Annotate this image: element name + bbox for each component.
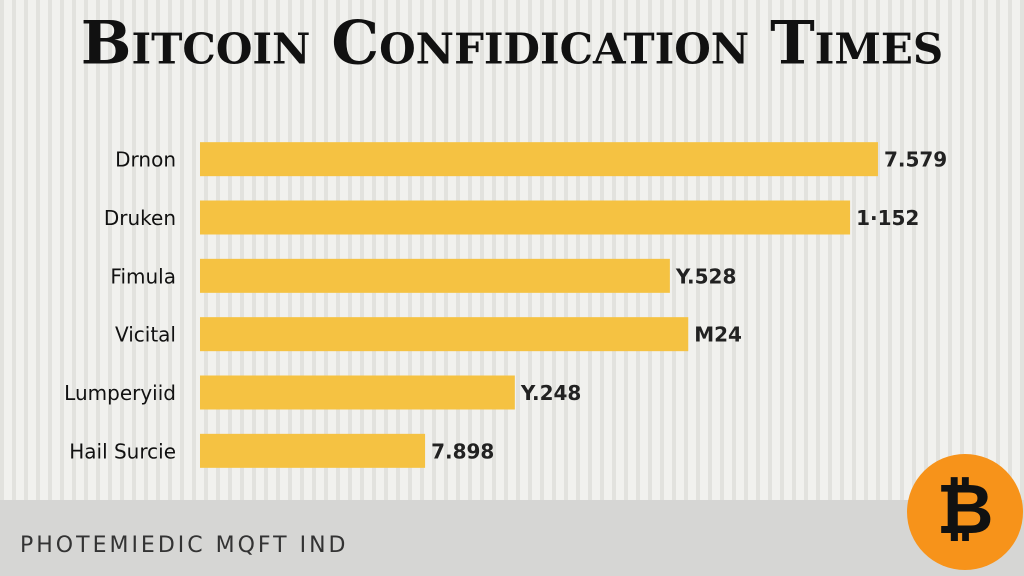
footer-band	[0, 500, 1024, 576]
value-label: M24	[694, 323, 742, 347]
bar	[200, 375, 515, 410]
value-label: 1·152	[856, 206, 919, 230]
value-label: Y.248	[520, 381, 582, 405]
value-label: Y.528	[675, 264, 737, 288]
category-label: Hail Surcie	[69, 439, 176, 463]
category-label: Druken	[104, 206, 176, 230]
bar	[200, 258, 670, 293]
category-label: Drnon	[115, 148, 176, 172]
category-label: Vicital	[115, 323, 176, 347]
bitcoin-symbol: ₿	[936, 468, 993, 550]
category-label: Lumperyiid	[64, 381, 176, 405]
bar	[200, 433, 426, 468]
bar	[200, 317, 689, 352]
value-label: 7.579	[884, 148, 947, 172]
bitcoin-logo	[907, 454, 1023, 570]
bar	[200, 200, 851, 235]
chart-title: Bitcoin Confidication Times	[81, 9, 943, 79]
footer-text: PHOTEMIEDIC MQFT IND	[20, 533, 349, 558]
bar	[200, 142, 878, 177]
value-label: 7.898	[431, 439, 494, 463]
category-label: Fimula	[110, 264, 176, 288]
